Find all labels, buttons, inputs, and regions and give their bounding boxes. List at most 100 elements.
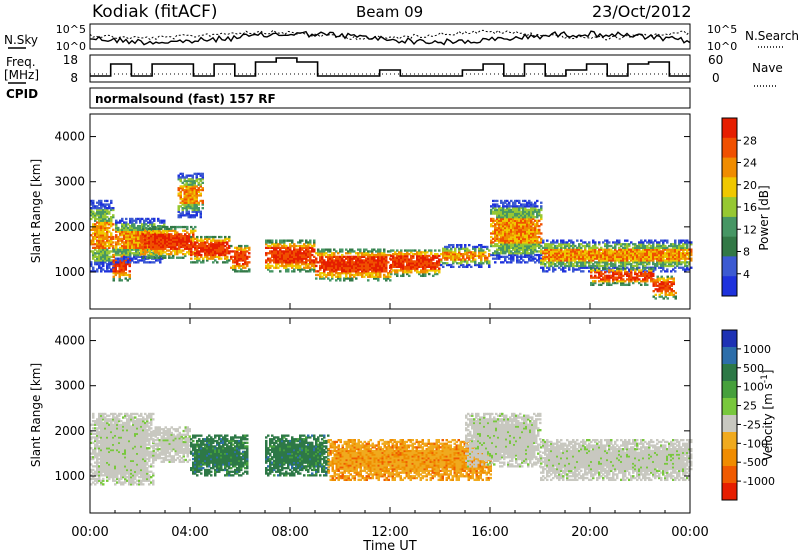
power-cell [323,259,326,262]
power-cell [183,176,186,179]
power-cell [476,263,479,267]
power-cell [309,243,312,246]
power-cell [520,255,523,259]
power-cell [283,250,286,253]
power-cell [117,230,120,233]
power-cell [224,237,227,241]
power-cell [570,244,573,248]
power-cell [357,273,360,277]
power-cell [222,241,225,244]
power-cell [170,238,173,241]
power-cell [550,264,553,268]
power-cell [104,235,107,239]
power-cell [162,244,165,247]
power-cell [172,235,175,238]
power-cell [106,250,109,253]
power-cell [624,257,627,260]
power-cell [536,253,539,257]
power-cell [536,239,539,242]
power-cell [363,270,366,273]
power-cell [620,259,623,262]
power-cell [193,208,196,212]
power-cell [392,258,395,261]
power-cell [345,261,348,264]
power-cell [496,221,499,224]
power-cell [492,219,495,222]
power-cell [181,188,184,192]
power-cell [220,248,223,251]
power-cell [192,227,195,231]
power-cell [520,244,523,248]
power-cell [522,248,525,251]
power-cell [608,250,611,253]
power-cell [518,252,521,255]
power-cell [502,221,505,224]
power-cell [307,252,310,255]
power-cell [504,223,507,226]
power-cell [588,244,591,248]
power-cell [638,261,641,264]
power-cell [394,272,397,276]
power-cell [650,253,653,257]
power-cell [534,248,537,251]
power-cell [454,247,457,250]
power-cell [546,252,549,255]
power-cell [404,254,407,258]
power-cell [115,219,118,222]
power-cell [92,252,95,255]
power-cell [349,259,352,262]
power-cell [285,250,288,253]
power-cell [377,275,380,278]
power-cell [186,227,189,231]
power-cell [514,250,517,253]
power-cell [680,266,683,269]
power-cell [152,242,155,245]
power-cell [612,259,615,262]
power-cell [375,264,378,268]
power-cell [434,267,437,270]
power-cell [183,199,186,203]
power-cell [520,235,523,239]
power-cell [676,259,679,262]
power-cell [490,208,493,212]
power-cell [232,250,235,253]
power-cell [106,264,109,268]
power-cell [355,272,358,275]
power-cell [452,253,455,256]
power-cell [126,263,129,266]
power-cell [349,275,352,278]
power-cell [392,265,395,269]
power-cell [168,240,171,243]
power-cell [612,266,615,269]
power-cell [646,259,649,262]
power-cell [232,255,235,259]
power-cell [181,210,184,213]
power-cell [492,212,495,215]
power-cell [265,241,268,244]
power-cell [269,241,272,244]
power-cell [594,267,597,270]
power-cell [127,248,130,251]
power-cell [313,268,316,271]
power-cell [102,232,105,235]
power-cell [508,221,511,224]
power-cell [96,234,99,237]
power-cell [106,232,109,235]
power-cell [608,259,611,262]
power-cell [506,219,509,222]
power-cell [371,259,374,262]
power-cell [472,253,475,256]
power-cell [514,241,517,244]
power-cell [208,253,211,257]
power-cell [522,232,525,235]
power-cell [512,212,515,215]
power-cell [355,273,358,277]
power-cell [186,242,189,245]
power-cell [418,272,421,276]
power-cell [644,244,647,248]
power-cell [218,239,221,242]
power-cell [242,252,245,255]
power-cell [198,250,201,253]
power-cell [624,248,627,251]
power-cell [195,199,198,203]
